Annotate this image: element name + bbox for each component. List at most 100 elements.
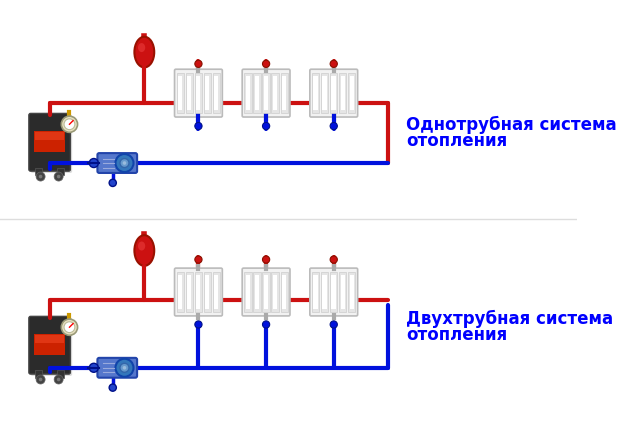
Bar (186, 74, 193, 114)
Bar (264, 275, 268, 309)
Text: Двухтрубная система: Двухтрубная система (406, 309, 613, 328)
Bar (282, 275, 286, 309)
FancyBboxPatch shape (29, 114, 70, 172)
Ellipse shape (134, 38, 154, 68)
Bar (35, 168, 42, 175)
Bar (196, 77, 200, 111)
Circle shape (123, 366, 126, 370)
Circle shape (64, 322, 75, 333)
Circle shape (39, 175, 42, 179)
Circle shape (61, 117, 77, 133)
Circle shape (54, 375, 63, 384)
FancyBboxPatch shape (242, 70, 290, 118)
Circle shape (120, 159, 129, 168)
Bar (178, 77, 182, 111)
Circle shape (195, 321, 202, 328)
Circle shape (36, 173, 45, 182)
Bar (244, 272, 252, 312)
Bar (348, 74, 355, 114)
Circle shape (262, 321, 269, 328)
Text: отопления: отопления (406, 132, 507, 150)
Circle shape (57, 175, 60, 179)
Circle shape (109, 384, 116, 391)
Circle shape (109, 180, 116, 187)
Bar (330, 272, 337, 312)
FancyBboxPatch shape (310, 70, 358, 118)
Bar (273, 275, 277, 309)
Bar (255, 275, 259, 309)
Bar (205, 77, 209, 111)
Bar (340, 275, 344, 309)
Bar (177, 74, 184, 114)
Ellipse shape (138, 242, 145, 251)
FancyBboxPatch shape (97, 154, 137, 173)
Circle shape (54, 173, 63, 182)
Bar (280, 272, 288, 312)
Circle shape (61, 319, 77, 336)
Bar (330, 74, 337, 114)
Bar (35, 335, 64, 343)
Bar (332, 77, 335, 111)
Bar (323, 77, 326, 111)
Bar (271, 74, 278, 114)
Circle shape (195, 123, 202, 131)
Bar (213, 272, 220, 312)
Bar (264, 77, 268, 111)
Circle shape (195, 61, 202, 68)
Text: отопления: отопления (406, 326, 507, 344)
Bar (262, 272, 269, 312)
Bar (204, 272, 211, 312)
Circle shape (36, 375, 45, 384)
Bar (178, 275, 182, 309)
Bar (214, 275, 218, 309)
Bar (282, 77, 286, 111)
Circle shape (39, 378, 42, 381)
Bar (321, 272, 328, 312)
Bar (57, 168, 64, 175)
Circle shape (123, 162, 126, 166)
Bar (57, 371, 64, 378)
Bar (339, 74, 346, 114)
Bar (244, 74, 252, 114)
Circle shape (57, 378, 60, 381)
FancyBboxPatch shape (175, 70, 222, 118)
Bar (280, 74, 288, 114)
Bar (205, 275, 209, 309)
Bar (196, 275, 200, 309)
Bar (312, 272, 319, 312)
Bar (213, 74, 220, 114)
Bar (339, 272, 346, 312)
Bar (349, 77, 353, 111)
Bar (255, 77, 259, 111)
Circle shape (262, 256, 269, 264)
Circle shape (120, 364, 129, 372)
FancyBboxPatch shape (310, 268, 358, 316)
Circle shape (64, 120, 75, 131)
Bar (35, 132, 65, 153)
Bar (177, 272, 184, 312)
Bar (195, 272, 202, 312)
Circle shape (90, 159, 99, 168)
Ellipse shape (134, 236, 154, 266)
FancyBboxPatch shape (31, 318, 72, 376)
Bar (246, 77, 250, 111)
Circle shape (330, 123, 337, 131)
Circle shape (195, 256, 202, 264)
Bar (187, 77, 191, 111)
Bar (323, 275, 326, 309)
Circle shape (330, 321, 337, 328)
Bar (314, 275, 317, 309)
FancyBboxPatch shape (97, 358, 137, 378)
Bar (312, 74, 319, 114)
Bar (204, 74, 211, 114)
Circle shape (330, 61, 337, 68)
Bar (253, 74, 260, 114)
Circle shape (90, 364, 99, 372)
Bar (186, 272, 193, 312)
Ellipse shape (138, 44, 145, 53)
Bar (348, 272, 355, 312)
Bar (187, 275, 191, 309)
Bar (340, 77, 344, 111)
FancyBboxPatch shape (29, 317, 70, 374)
Bar (35, 371, 42, 378)
